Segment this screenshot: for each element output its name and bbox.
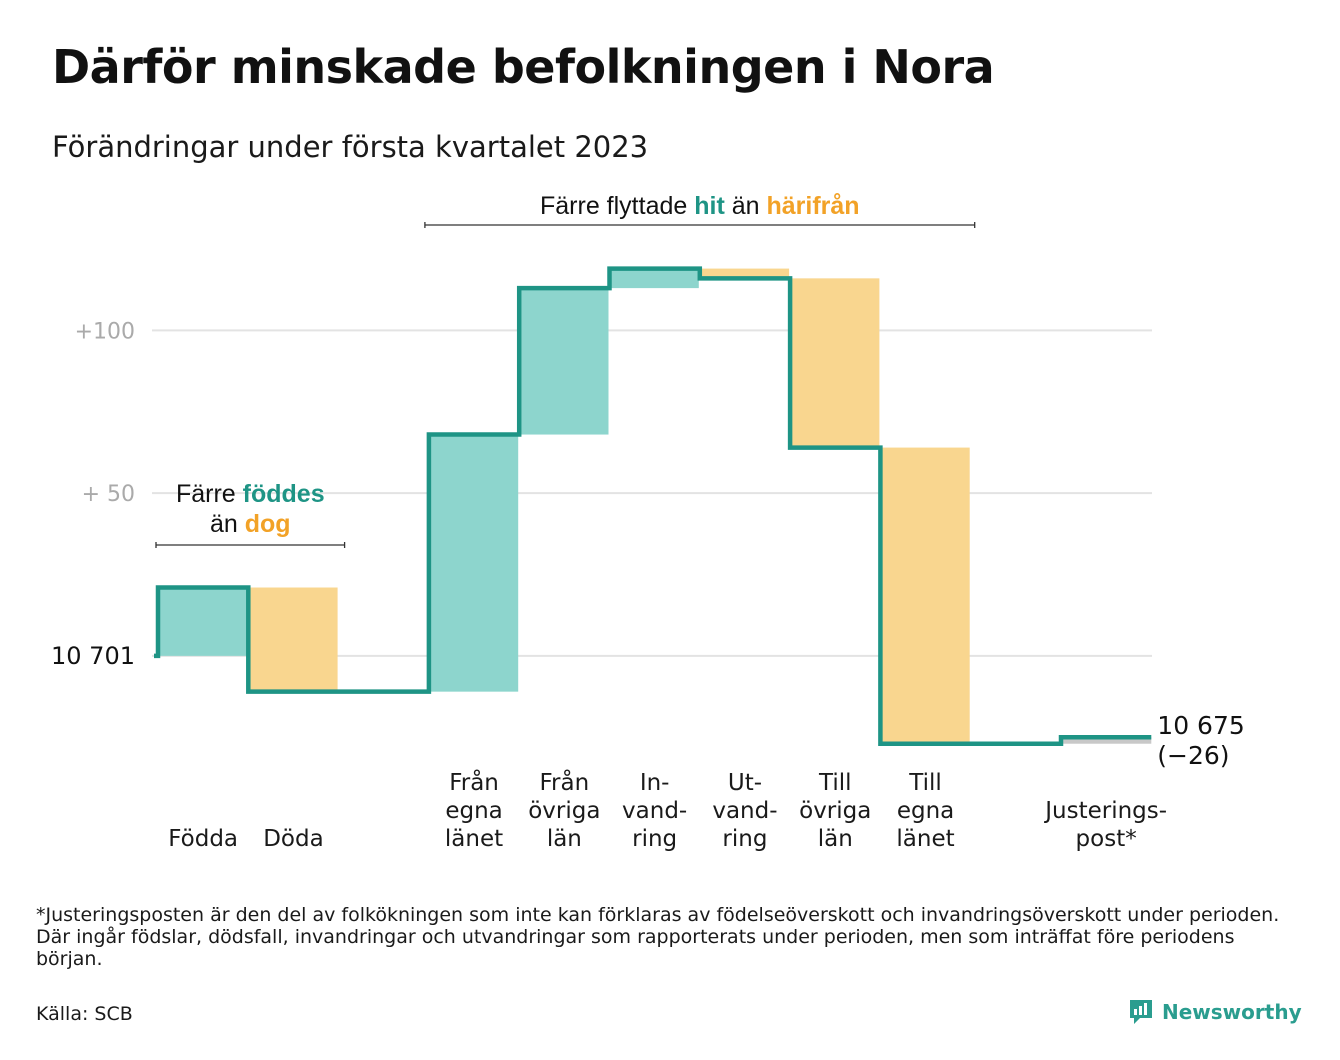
chart-subtitle: Förändringar under första kvartalet 2023 xyxy=(52,130,649,164)
label-layer: + 50 +100 10 701 10 675(−26) Födda Döda Från eg… xyxy=(51,319,1245,852)
chart-title: Därför minskade befolkningen i Nora xyxy=(52,40,995,94)
footnote: *Justeringsposten är den del av folkökni… xyxy=(36,904,1280,970)
category-label: Till egna länet xyxy=(896,770,954,852)
line-layer xyxy=(154,266,1152,746)
newsworthy-icon xyxy=(1130,1000,1152,1024)
category-label: In-vand-ring xyxy=(622,770,687,852)
category-label: Justerings-post* xyxy=(1043,798,1167,852)
bar xyxy=(1061,737,1152,744)
start-value-label: 10 701 xyxy=(51,642,135,670)
end-change-label: (−26) xyxy=(1157,741,1229,770)
cumulative-step-line xyxy=(154,266,1152,746)
bar xyxy=(249,587,338,692)
brand-logo: Newsworthy xyxy=(1128,998,1302,1026)
brand-name: Newsworthy xyxy=(1162,1000,1302,1024)
category-label: Från övriga län xyxy=(528,768,600,852)
end-value-label: 10 675 xyxy=(1157,711,1244,740)
annotation-migration: Färre flyttade hit än härifrån xyxy=(540,192,860,220)
bar-layer xyxy=(159,268,1152,744)
bar xyxy=(700,268,790,279)
category-label: Ut-vand-ring xyxy=(712,770,777,852)
annotation-births-deaths-bracket xyxy=(155,542,346,548)
category-label: Födda xyxy=(168,826,238,852)
bar xyxy=(791,278,880,448)
annotation-migration-bracket xyxy=(424,222,976,228)
y-tick-label: + 50 xyxy=(82,482,135,507)
bar xyxy=(429,434,519,692)
waterfall-chart: + 50 +100 10 701 10 675(−26) Födda Döda Från eg… xyxy=(51,192,1245,852)
bar xyxy=(159,587,248,656)
bar xyxy=(520,288,609,435)
category-label: Från egna länet xyxy=(445,768,503,852)
y-tick-label: +100 xyxy=(75,319,135,344)
category-label: Till övriga län xyxy=(799,770,871,852)
category-label: Döda xyxy=(263,826,323,852)
source-text: Källa: SCB xyxy=(36,1003,133,1025)
bar xyxy=(610,268,699,289)
annotation-births-deaths-line2: än dog xyxy=(210,510,291,538)
bar xyxy=(881,447,970,744)
annotation-births-deaths-line1: Färre föddes xyxy=(176,480,325,508)
